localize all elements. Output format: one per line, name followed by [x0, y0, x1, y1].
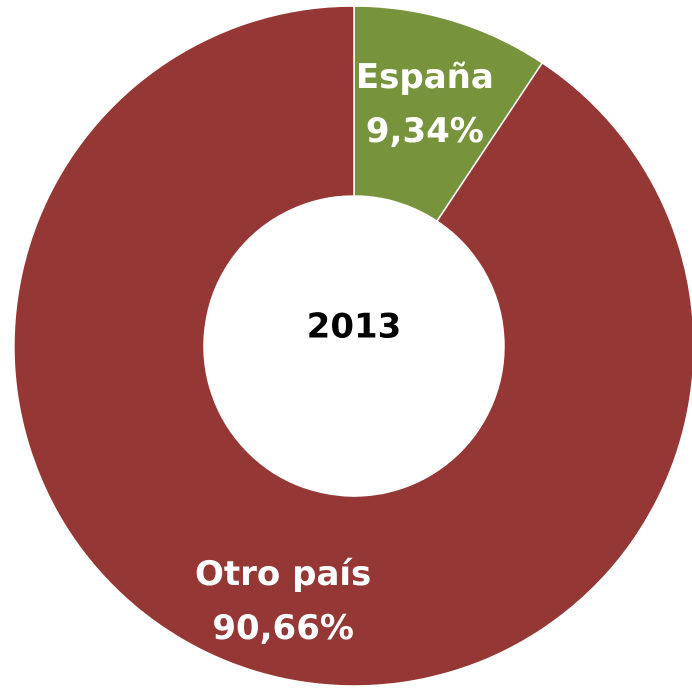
slice-category-label: Otro país	[195, 554, 371, 594]
donut-slice	[13, 5, 692, 687]
slice-value-label: 90,66%	[212, 608, 354, 648]
slice-value-label: 9,34%	[366, 111, 484, 151]
center-label: 2013	[307, 307, 402, 347]
slices	[13, 5, 692, 687]
slice-category-label: España	[356, 57, 494, 97]
